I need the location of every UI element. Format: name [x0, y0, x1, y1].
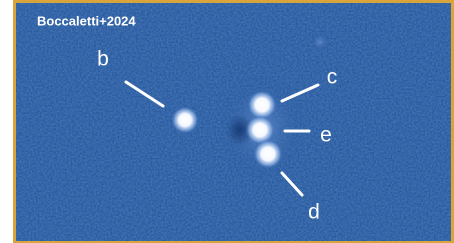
label: c: [327, 66, 338, 89]
planet-d: [253, 139, 283, 169]
residual: [310, 32, 330, 52]
credit: Boccaletti+2024: [37, 13, 136, 28]
label: d: [308, 201, 320, 224]
astro-image: Boccaletti+2024 b c e d: [0, 0, 454, 243]
page: {"image": {"credit": "Boccaletti+2024", …: [0, 0, 454, 243]
planet-b: [171, 106, 199, 134]
label: e: [320, 124, 332, 147]
label: b: [97, 48, 109, 71]
